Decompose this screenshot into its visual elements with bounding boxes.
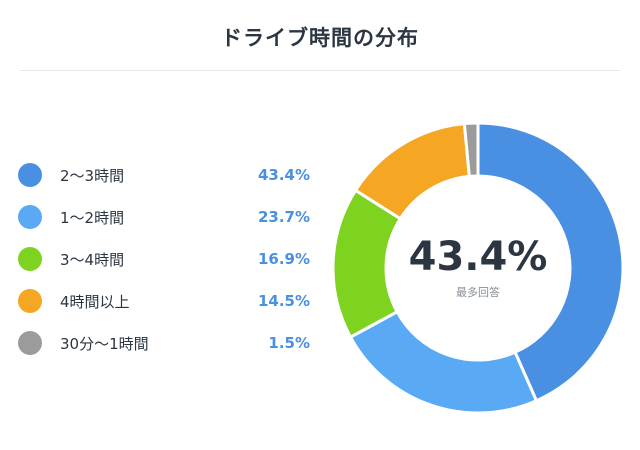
legend-item: 2〜3時間 43.4%: [18, 154, 310, 196]
legend-item: 3〜4時間 16.9%: [18, 238, 310, 280]
legend-item: 1〜2時間 23.7%: [18, 196, 310, 238]
legend-swatch: [18, 247, 42, 271]
center-value: 43.4%: [409, 234, 548, 280]
legend-swatch: [18, 289, 42, 313]
legend-label: 30分〜1時間: [60, 334, 149, 353]
donut-slices: [331, 121, 625, 415]
chart-title: ドライブ時間の分布: [221, 26, 419, 50]
legend-value: 43.4%: [257, 166, 310, 184]
legend-value: 16.9%: [257, 250, 310, 268]
center-label: 最多回答: [456, 285, 500, 299]
donut-chart: 43.4% 最多回答: [331, 121, 625, 415]
legend-value: 14.5%: [257, 292, 310, 310]
donut-slice-1: [476, 121, 625, 403]
legend-swatch: [18, 331, 42, 355]
legend-value: 23.7%: [257, 208, 310, 226]
legend-item: 4時間以上 14.5%: [18, 280, 310, 322]
title-divider: [20, 70, 620, 71]
legend-value: 1.5%: [268, 334, 310, 352]
legend-label: 3〜4時間: [60, 250, 125, 269]
donut-slice-2: [348, 309, 539, 415]
legend-swatch: [18, 163, 42, 187]
legend-swatch: [18, 205, 42, 229]
legend: 2〜3時間 43.4% 1〜2時間 23.7% 3〜4時間 16.9% 4時間以…: [18, 154, 310, 364]
legend-label: 4時間以上: [60, 292, 130, 311]
legend-label: 2〜3時間: [60, 166, 125, 185]
legend-item: 30分〜1時間 1.5%: [18, 322, 310, 364]
legend-label: 1〜2時間: [60, 208, 125, 227]
donut-slice-5: [462, 121, 480, 179]
